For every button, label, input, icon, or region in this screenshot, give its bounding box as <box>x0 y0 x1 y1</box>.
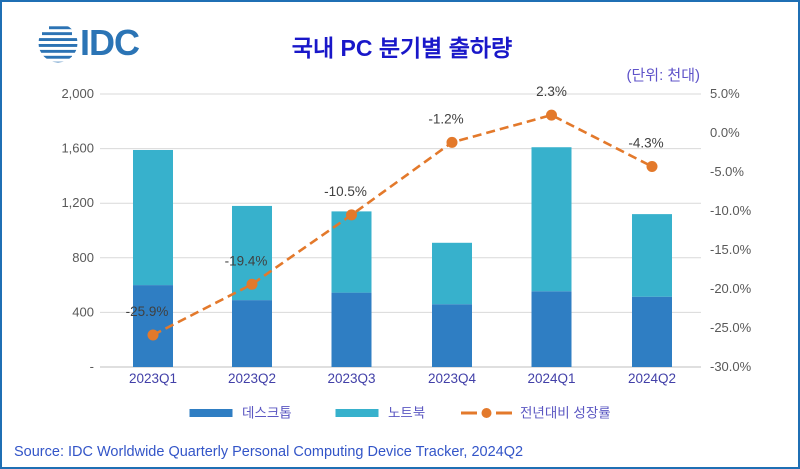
svg-text:400: 400 <box>72 304 94 319</box>
svg-text:2024Q2: 2024Q2 <box>628 371 676 386</box>
svg-text:노트북: 노트북 <box>388 406 425 421</box>
svg-text:-20.0%: -20.0% <box>710 281 752 296</box>
svg-text:5.0%: 5.0% <box>710 86 740 101</box>
svg-text:-15.0%: -15.0% <box>710 242 752 257</box>
svg-text:전년대비 성장률: 전년대비 성장률 <box>520 406 611 421</box>
svg-text:2023Q4: 2023Q4 <box>428 371 477 386</box>
svg-text:-4.3%: -4.3% <box>628 136 663 151</box>
svg-text:-19.4%: -19.4% <box>225 253 268 268</box>
svg-text:-1.2%: -1.2% <box>428 111 463 126</box>
svg-text:2023Q2: 2023Q2 <box>228 371 276 386</box>
svg-text:2.3%: 2.3% <box>536 84 567 99</box>
svg-text:-10.5%: -10.5% <box>324 184 367 199</box>
svg-text:-25.0%: -25.0% <box>710 320 752 335</box>
svg-text:2023Q3: 2023Q3 <box>327 371 375 386</box>
svg-text:-5.0%: -5.0% <box>710 164 744 179</box>
svg-text:2,000: 2,000 <box>61 86 94 101</box>
svg-text:데스크톱: 데스크톱 <box>242 406 292 421</box>
svg-text:-10.0%: -10.0% <box>710 203 752 218</box>
svg-text:2024Q1: 2024Q1 <box>527 371 575 386</box>
svg-text:1,600: 1,600 <box>61 141 94 156</box>
svg-text:0.0%: 0.0% <box>710 125 740 140</box>
svg-text:1,200: 1,200 <box>61 195 94 210</box>
svg-text:2023Q1: 2023Q1 <box>129 371 177 386</box>
svg-text:-25.9%: -25.9% <box>126 304 169 319</box>
svg-text:800: 800 <box>72 250 94 265</box>
svg-text:-30.0%: -30.0% <box>710 359 752 374</box>
svg-text:-: - <box>90 359 94 374</box>
